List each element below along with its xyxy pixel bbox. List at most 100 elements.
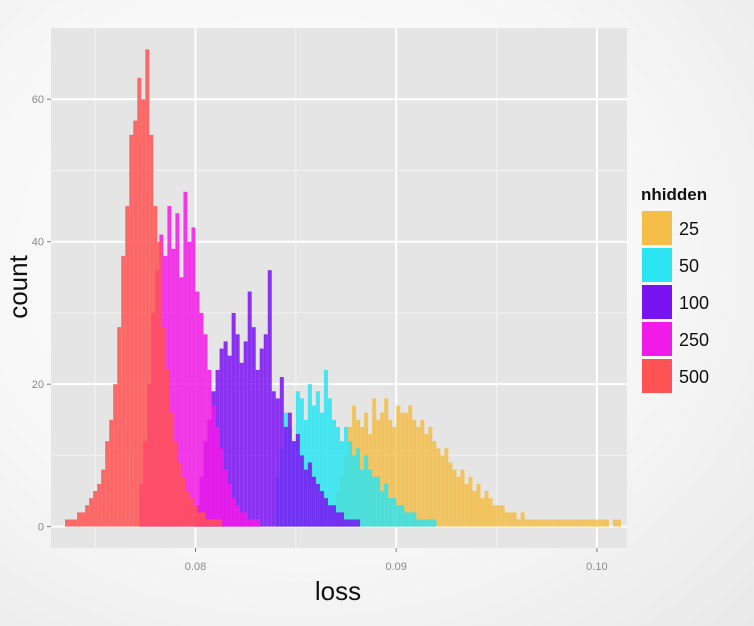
histogram-bar <box>283 426 288 527</box>
histogram-bar <box>85 505 90 527</box>
histogram-bar <box>548 519 553 527</box>
histogram-bar <box>360 469 365 527</box>
histogram-bar <box>279 377 284 527</box>
histogram-bar <box>380 491 385 527</box>
legend-title: nhidden <box>641 185 707 204</box>
histogram-bar <box>193 505 198 527</box>
histogram-bar <box>191 227 196 527</box>
histogram-bar <box>476 483 481 527</box>
histogram-bar <box>235 505 240 527</box>
histogram-bar <box>275 398 280 527</box>
histogram-bar <box>568 519 573 527</box>
histogram-bar <box>217 519 222 527</box>
histogram-bar <box>331 419 336 527</box>
histogram-bar <box>125 206 130 527</box>
histogram-bar <box>540 519 545 527</box>
histogram-bar <box>223 469 228 527</box>
y-tick-label: 60 <box>32 94 44 106</box>
histogram-bar <box>307 462 312 527</box>
histogram-bar <box>197 512 202 527</box>
histogram-bar <box>572 519 577 527</box>
histogram-bar <box>239 512 244 527</box>
histogram-bar <box>344 519 349 527</box>
histogram-bar <box>299 455 304 527</box>
histogram-bar <box>259 348 264 527</box>
histogram-bar <box>492 505 497 527</box>
histogram-bar <box>247 291 252 527</box>
histogram-bar <box>384 398 389 527</box>
histogram-bar <box>311 405 316 527</box>
histogram-bars <box>65 49 621 527</box>
histogram-bar <box>227 483 232 527</box>
histogram-bar <box>484 491 489 527</box>
histogram-bar <box>368 469 373 527</box>
histogram-bar <box>187 241 192 527</box>
y-tick-label: 0 <box>38 522 44 534</box>
y-tick-label: 40 <box>32 237 44 249</box>
histogram-bar <box>81 512 86 527</box>
histogram-bar <box>247 519 252 527</box>
histogram-bar <box>189 498 194 527</box>
histogram-bar <box>177 462 182 527</box>
y-tick-label: 20 <box>32 379 44 391</box>
histogram-bar <box>319 491 324 527</box>
histogram-bar <box>612 519 617 527</box>
histogram-bar <box>173 441 178 527</box>
histogram-bar <box>380 412 385 527</box>
histogram-bar <box>169 412 174 527</box>
histogram-bar <box>145 49 150 527</box>
histogram-bar <box>412 512 417 527</box>
histogram-bar <box>396 505 401 527</box>
histogram-bar <box>460 469 465 527</box>
histogram-bar <box>592 519 597 527</box>
histogram-bar <box>456 476 461 527</box>
histogram-bar <box>420 519 425 527</box>
histogram-bar <box>327 505 332 527</box>
histogram-bar <box>243 341 248 527</box>
histogram-bar <box>392 426 397 527</box>
legend-swatch <box>642 248 672 282</box>
histogram-bar <box>500 505 505 527</box>
y-axis-title: count <box>3 254 33 318</box>
legend-label: 100 <box>679 293 709 313</box>
histogram-bar <box>400 412 405 527</box>
histogram-bar <box>239 362 244 527</box>
histogram-bar <box>203 334 208 527</box>
histogram-bar <box>560 519 565 527</box>
histogram-bar <box>295 434 300 527</box>
histogram-bar <box>73 519 78 527</box>
histogram-bar <box>408 405 413 527</box>
histogram-bar <box>544 519 549 527</box>
histogram-bar <box>157 241 162 527</box>
histogram-bar <box>356 519 361 527</box>
histogram-bar <box>468 476 473 527</box>
histogram-bar <box>372 398 377 527</box>
histogram-bar <box>432 519 437 527</box>
histogram-bar <box>404 512 409 527</box>
histogram-bar <box>267 270 272 527</box>
histogram-bar <box>183 191 188 527</box>
histogram-bar <box>384 483 389 527</box>
histogram-bar <box>251 519 256 527</box>
x-tick-label: 0.08 <box>185 561 206 573</box>
histogram-bar <box>444 448 449 527</box>
histogram-bar <box>576 519 581 527</box>
histogram-bar <box>364 455 369 527</box>
histogram-bar <box>348 441 353 527</box>
histogram-bar <box>315 483 320 527</box>
histogram-bar <box>424 434 429 527</box>
histogram-bar <box>255 519 260 527</box>
histogram-bar <box>408 512 413 527</box>
histogram-bar <box>209 519 214 527</box>
histogram-bar <box>376 476 381 527</box>
histogram-bar <box>340 512 345 527</box>
histogram-bar <box>235 334 240 527</box>
histogram-bar <box>243 512 248 527</box>
histogram-bar <box>251 327 256 527</box>
legend-swatch <box>642 359 672 393</box>
histogram-bar <box>335 512 341 527</box>
histogram-bar <box>604 519 609 527</box>
histogram-bar <box>512 512 517 527</box>
histogram-bar <box>213 519 218 527</box>
histogram-bar <box>89 498 94 527</box>
